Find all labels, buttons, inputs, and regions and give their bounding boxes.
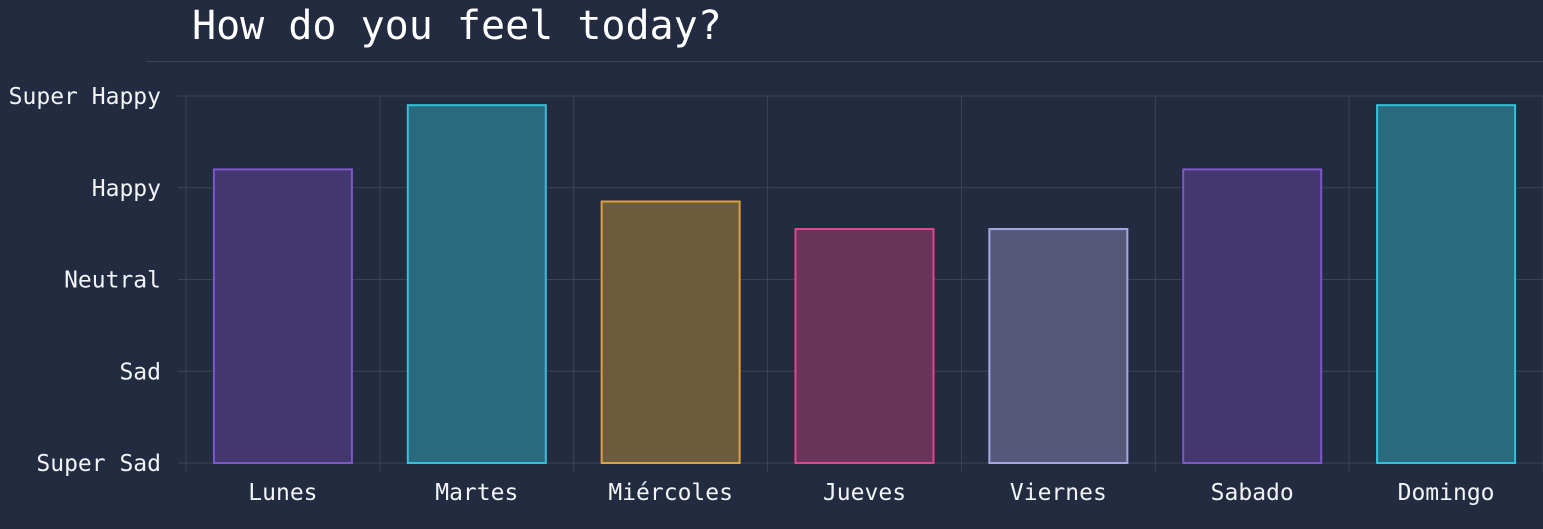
title-divider [146, 61, 1543, 62]
y-tick-label: Sad [119, 359, 161, 385]
x-tick-label: Domingo [1398, 480, 1495, 506]
x-tick-label: Sabado [1211, 480, 1294, 506]
bar-lunes[interactable] [212, 168, 353, 464]
y-tick-label: Happy [92, 176, 161, 202]
bar-sabado[interactable] [1182, 168, 1323, 464]
x-tick-label: Jueves [823, 480, 906, 506]
x-tick-label: Lunes [248, 480, 317, 506]
x-tick-label: Viernes [1010, 480, 1107, 506]
x-tick-label: Miércoles [608, 480, 733, 506]
bar-viernes[interactable] [988, 228, 1129, 464]
y-tick-label: Super Sad [36, 451, 161, 477]
bar-jueves[interactable] [794, 228, 935, 464]
bar-domingo[interactable] [1376, 104, 1517, 465]
y-tick-label: Super Happy [9, 84, 161, 110]
chart-title: How do you feel today? [192, 3, 722, 49]
y-tick-label: Neutral [64, 268, 161, 294]
bar-miércoles[interactable] [600, 200, 741, 464]
bar-martes[interactable] [406, 104, 547, 465]
x-tick-label: Martes [435, 480, 518, 506]
